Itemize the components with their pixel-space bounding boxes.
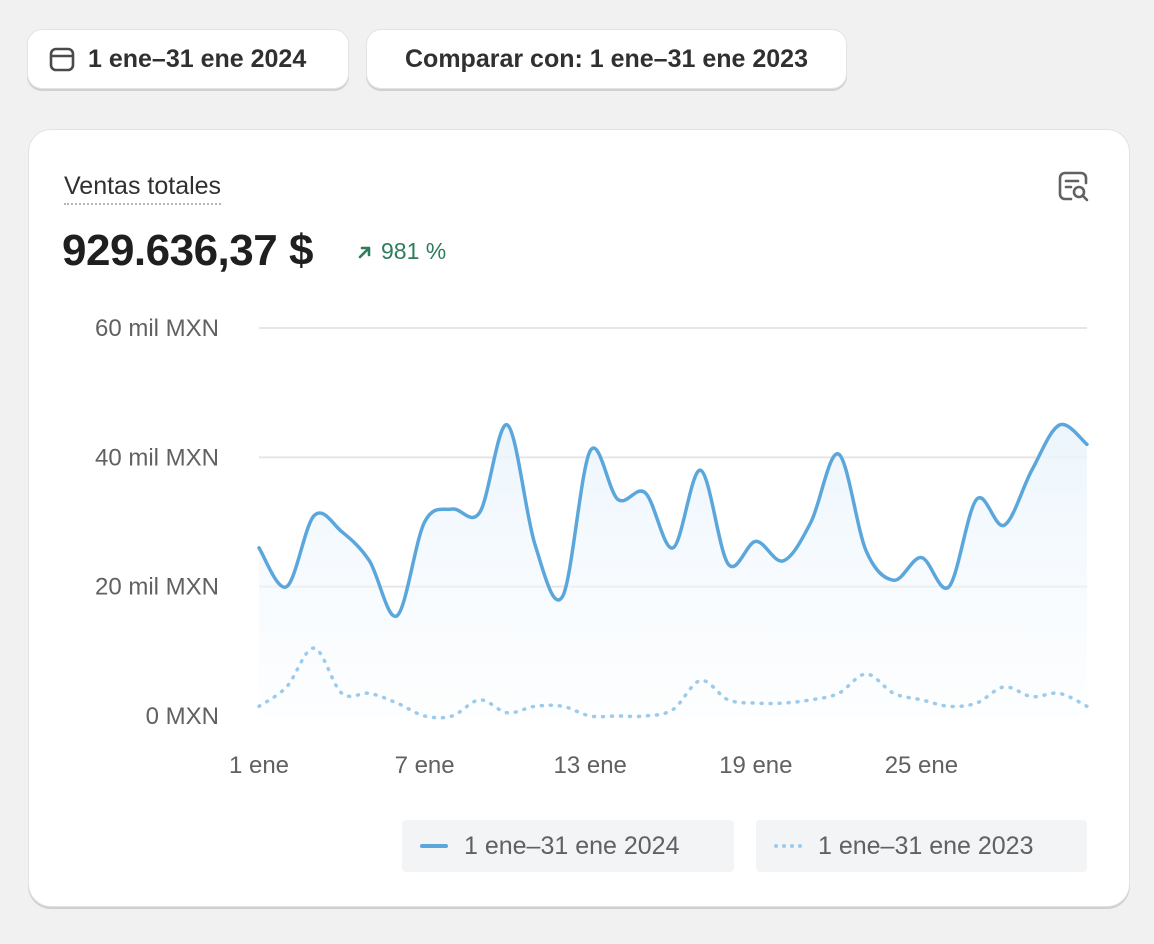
card-title[interactable]: Ventas totales (64, 172, 222, 205)
calendar-icon (49, 47, 75, 72)
series-area-current (259, 424, 1087, 716)
x-tick-label: 7 ene (395, 752, 455, 779)
x-tick-label: 25 ene (885, 752, 958, 779)
series-line-current (257, 422, 1089, 618)
sales-card: Ventas totales 929.636,37 $ 981 % 0 MXN 2… (29, 130, 1129, 906)
y-tick-label: 0 MXN (146, 703, 219, 730)
date-range-label: 1 ene–31 ene 2024 (88, 44, 307, 73)
sales-line-chart: 0 MXN 20 mil MXN 40 mil MXN 60 mil MXN 1 en… (95, 315, 1089, 779)
explore-report-icon[interactable] (1057, 170, 1091, 204)
arrow-up-right-icon (358, 246, 371, 258)
change-badge: 981 % (357, 238, 446, 265)
x-tick-label: 19 ene (719, 752, 792, 779)
total-sales-value: 929.636,37 $ (62, 226, 313, 275)
y-tick-label: 40 mil MXN (95, 444, 219, 471)
date-range-button[interactable]: 1 ene–31 ene 2024 (28, 30, 348, 88)
legend-item-current[interactable]: 1 ene–31 ene 2024 (402, 820, 734, 872)
legend-item-previous[interactable]: 1 ene–31 ene 2023 (756, 820, 1087, 872)
compare-button[interactable]: Comparar con: 1 ene–31 ene 2023 (367, 30, 846, 88)
solid-line-swatch (420, 844, 448, 848)
legend-label-current: 1 ene–31 ene 2024 (464, 831, 680, 860)
x-tick-label: 13 ene (553, 752, 626, 779)
y-tick-label: 60 mil MXN (95, 315, 219, 342)
legend-label-previous: 1 ene–31 ene 2023 (818, 831, 1034, 860)
dotted-line-swatch (774, 844, 802, 848)
y-tick-label: 20 mil MXN (95, 574, 219, 601)
series-line-previous (257, 646, 1089, 720)
compare-label: Comparar con: 1 ene–31 ene 2023 (405, 44, 808, 73)
x-tick-label: 1 ene (229, 752, 289, 779)
change-percent: 981 % (381, 238, 447, 264)
